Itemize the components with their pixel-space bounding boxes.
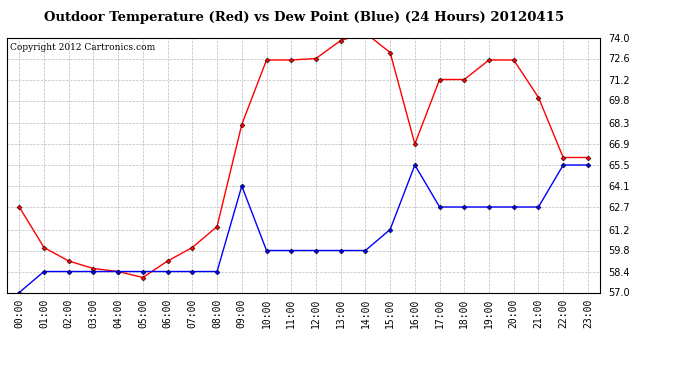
Text: Copyright 2012 Cartronics.com: Copyright 2012 Cartronics.com: [10, 43, 155, 52]
Text: Outdoor Temperature (Red) vs Dew Point (Blue) (24 Hours) 20120415: Outdoor Temperature (Red) vs Dew Point (…: [43, 11, 564, 24]
